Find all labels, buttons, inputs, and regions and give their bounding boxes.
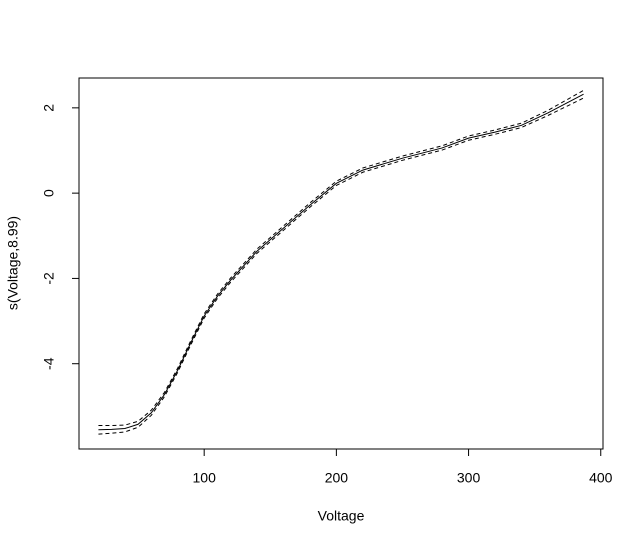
x-tick-label: 300	[457, 470, 481, 486]
x-tick-label: 100	[193, 470, 217, 486]
confidence-line	[98, 97, 584, 435]
plot-frame	[78, 77, 604, 450]
x-tick-label: 200	[325, 470, 349, 486]
x-tick-label: 400	[589, 470, 613, 486]
fit-line	[98, 93, 584, 431]
y-tick-label: -2	[41, 272, 57, 285]
confidence-line	[98, 89, 584, 427]
x-axis-label: Voltage	[318, 508, 365, 524]
y-tick-label: 0	[41, 189, 57, 197]
y-axis-label: s(Voltage,8.99)	[5, 216, 21, 310]
y-tick-label: 2	[41, 104, 57, 112]
y-tick-label: -4	[41, 357, 57, 370]
